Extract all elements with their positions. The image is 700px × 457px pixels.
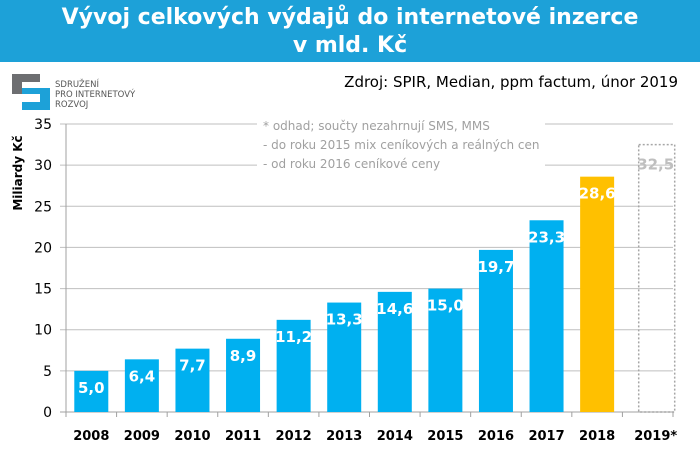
data-label: 15,0 — [427, 297, 464, 315]
data-label: 23,3 — [528, 228, 565, 246]
note: - od roku 2016 ceníkové ceny — [263, 157, 441, 171]
y-tick-label: 25 — [34, 199, 52, 215]
y-tick-label: 5 — [43, 364, 52, 380]
x-tick-label: 2013 — [326, 429, 362, 444]
data-label: 13,3 — [326, 311, 363, 329]
x-tick-label: 2017 — [528, 429, 564, 444]
y-tick-label: 35 — [34, 117, 52, 133]
bar — [428, 288, 463, 412]
bar — [377, 291, 412, 412]
data-label: 32,5 — [637, 156, 674, 174]
spir-logo-icon — [12, 74, 50, 110]
bar — [124, 359, 159, 412]
bar — [276, 319, 311, 412]
data-label: 14,6 — [376, 300, 413, 318]
x-tick-label: 2019* — [634, 429, 677, 444]
y-tick-label: 0 — [43, 405, 52, 421]
x-tick-label: 2012 — [276, 429, 312, 444]
title-line2: v mld. Kč — [292, 33, 408, 58]
data-label: 6,4 — [129, 367, 156, 385]
y-tick-label: 10 — [34, 323, 52, 339]
bar — [478, 249, 513, 412]
bar — [226, 338, 261, 412]
data-label: 8,9 — [230, 347, 257, 365]
logo-line: SDRUŽENÍ — [55, 80, 99, 90]
x-tick-label: 2010 — [174, 429, 210, 444]
note: - do roku 2015 mix ceníkových a reálných… — [263, 138, 540, 152]
bar — [175, 348, 210, 412]
logo-line: PRO INTERNETOVÝ — [55, 90, 136, 100]
y-tick-label: 15 — [34, 282, 52, 298]
data-label: 11,2 — [275, 328, 312, 346]
x-tick-label: 2018 — [579, 429, 615, 444]
logo-line: ROZVOJ — [55, 100, 89, 110]
bar — [580, 176, 615, 412]
x-tick-label: 2008 — [73, 429, 109, 444]
y-axis-label: Miliardy Kč — [11, 135, 25, 210]
bar — [74, 370, 109, 412]
note: * odhad; součty nezahrnují SMS, MMS — [263, 119, 490, 133]
x-tick-label: 2015 — [427, 429, 463, 444]
data-label: 19,7 — [477, 258, 514, 276]
data-label: 7,7 — [179, 357, 206, 375]
x-tick-label: 2016 — [478, 429, 514, 444]
logo-text: SDRUŽENÍ PRO INTERNETOVÝ ROZVOJ — [55, 80, 135, 110]
y-tick-label: 30 — [34, 158, 52, 174]
data-label: 5,0 — [78, 379, 105, 397]
bar — [637, 143, 676, 413]
title-line1: Vývoj celkových výdajů do internetové in… — [61, 5, 639, 30]
x-tick-label: 2011 — [225, 429, 261, 444]
bar — [529, 220, 564, 412]
data-label: 28,6 — [579, 185, 616, 203]
x-tick-label: 2014 — [377, 429, 413, 444]
notes: * odhad; součty nezahrnují SMS, MMS - do… — [257, 117, 546, 174]
source-text: Zdroj: SPIR, Median, ppm factum, únor 20… — [344, 73, 678, 91]
y-tick-label: 20 — [34, 240, 52, 256]
bar — [327, 302, 362, 412]
title-banner: Vývoj celkových výdajů do internetové in… — [0, 0, 700, 62]
x-tick-label: 2009 — [124, 429, 160, 444]
